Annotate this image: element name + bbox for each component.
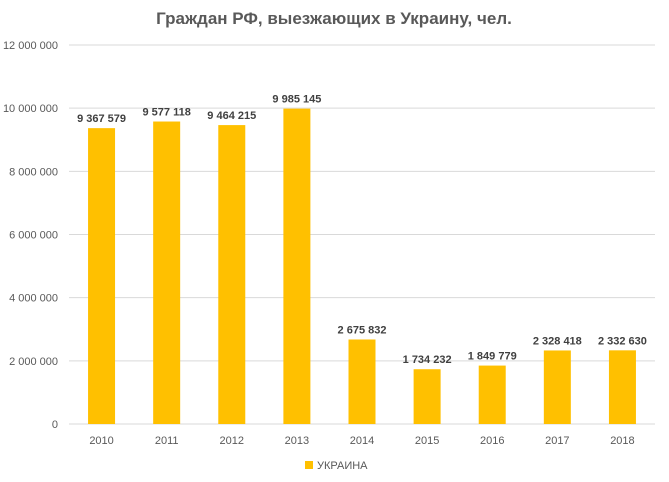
y-tick-label: 8 000 000: [9, 166, 58, 178]
x-tick-label-2010: 2010: [89, 435, 113, 447]
bar-2018: [608, 350, 636, 424]
x-tick-label-2013: 2013: [285, 435, 309, 447]
data-label-2016: 1 849 779: [468, 351, 517, 363]
x-tick-label-2016: 2016: [480, 435, 504, 447]
legend-swatch-ukraina: [305, 461, 313, 469]
y-tick-label: 12 000 000: [3, 40, 58, 52]
bar-2016: [478, 365, 506, 424]
bars: [88, 108, 636, 425]
data-label-2012: 9 464 215: [207, 110, 256, 122]
bar-2012: [218, 125, 246, 425]
bar-2015: [413, 369, 441, 424]
x-tick-label-2014: 2014: [350, 435, 374, 447]
x-tick-label-2015: 2015: [415, 435, 439, 447]
data-label-2017: 2 328 418: [533, 335, 582, 347]
bar-2010: [88, 128, 116, 424]
bar-2013: [283, 108, 311, 424]
x-tick-label-2018: 2018: [610, 435, 634, 447]
bar-2017: [543, 350, 571, 424]
bar-2014: [348, 339, 376, 424]
data-labels: 9 367 579 9 577 118 9 464 215 9 985 145 2 67…: [77, 94, 647, 367]
data-label-2010: 9 367 579: [77, 113, 126, 125]
data-label-2015: 1 734 232: [403, 354, 452, 366]
y-tick-label: 4 000 000: [9, 293, 58, 305]
x-tick-label-2011: 2011: [155, 435, 179, 447]
data-label-2011: 9 577 118: [142, 107, 190, 119]
x-tick-label-2017: 2017: [545, 435, 569, 447]
x-tick-label-2012: 2012: [220, 435, 244, 447]
legend: УКРАИНА: [305, 460, 368, 472]
y-tick-label: 6 000 000: [9, 230, 58, 242]
y-axis-ticks: 0 2 000 000 4 000 000 6 000 000 8 000 000 10 …: [3, 40, 58, 431]
bar-2011: [153, 121, 181, 424]
legend-label-ukraina: УКРАИНА: [317, 460, 368, 472]
data-label-2018: 2 332 630: [598, 335, 647, 347]
y-tick-label: 2 000 000: [9, 356, 58, 368]
data-label-2014: 2 675 832: [338, 324, 387, 336]
data-label-2013: 9 985 145: [272, 94, 321, 106]
y-tick-label: 10 000 000: [3, 103, 58, 115]
y-tick-label: 0: [52, 419, 58, 431]
x-axis-ticks: 2010 2011 2012 2013 2014 2015 2016 2017 2018: [89, 435, 634, 447]
chart-title: Граждан РФ, выезжающих в Украину, чел.: [156, 9, 512, 28]
